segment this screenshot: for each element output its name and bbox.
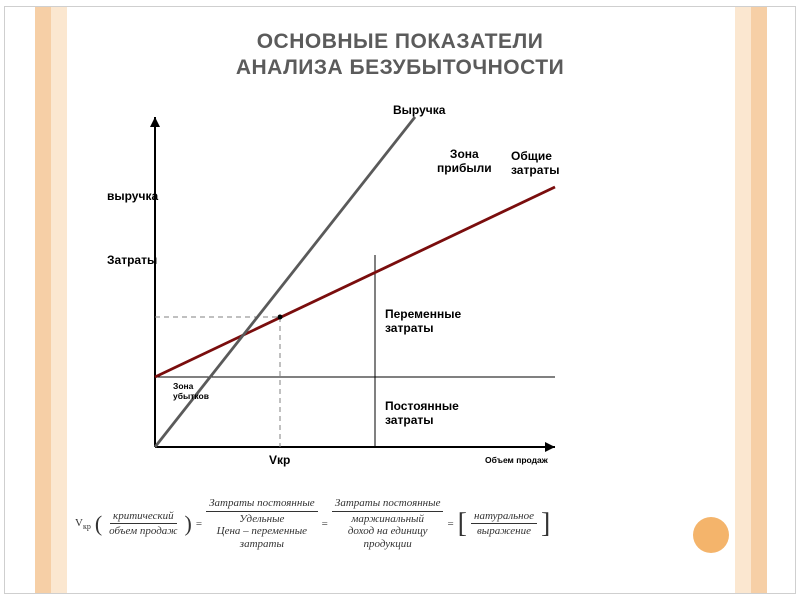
formula-V: Vкр xyxy=(75,517,91,531)
formula-eq1: = xyxy=(196,518,202,530)
formula-frac3: Затраты постоянные маржинальный доход на… xyxy=(332,497,444,551)
formula-eq2: = xyxy=(322,518,328,530)
title-line2: АНАЛИЗА БЕЗУБЫТОЧНОСТИ xyxy=(236,56,564,79)
stripe-right-inner xyxy=(735,7,751,593)
label-y-costs: Затраты xyxy=(107,253,157,267)
breakeven-chart: Выручка Зона прибыли Общие затраты выруч… xyxy=(115,97,575,477)
formula-lparen: ( xyxy=(95,511,102,537)
label-y-revenue: выручка xyxy=(107,189,158,203)
label-profit-zone: Зона прибыли xyxy=(437,147,492,175)
slide-title: ОСНОВНЫЕ ПОКАЗАТЕЛИ АНАЛИЗА БЕЗУБЫТОЧНОС… xyxy=(5,29,795,82)
formula-rbracket: ] xyxy=(541,508,550,540)
formula-lbracket: [ xyxy=(458,508,467,540)
label-variable-costs: Переменные затраты xyxy=(385,307,461,335)
stripe-right-outer xyxy=(751,7,767,593)
label-vkr: Vкр xyxy=(269,453,290,467)
formula-frac1: критический объем продаж xyxy=(106,510,180,538)
formula: Vкр ( критический объем продаж ) = Затра… xyxy=(75,497,550,551)
chart-svg xyxy=(115,97,575,477)
label-x-axis: Объем продаж xyxy=(485,455,548,465)
label-revenue-top: Выручка xyxy=(393,103,445,117)
label-loss-zone: Зона убытков xyxy=(173,381,209,401)
formula-frac4: натуральное выражение xyxy=(471,510,537,538)
stripe-left-outer xyxy=(35,7,51,593)
accent-circle xyxy=(693,517,729,553)
label-total-costs: Общие затраты xyxy=(511,149,560,177)
stripe-left-inner xyxy=(51,7,67,593)
slide-page: ОСНОВНЫЕ ПОКАЗАТЕЛИ АНАЛИЗА БЕЗУБЫТОЧНОС… xyxy=(4,6,796,594)
title-line1: ОСНОВНЫЕ ПОКАЗАТЕЛИ xyxy=(257,30,544,53)
formula-frac2: Затраты постоянные Удельные Цена – перем… xyxy=(206,497,318,551)
formula-rparen: ) xyxy=(185,511,192,537)
formula-eq3: = xyxy=(447,518,453,530)
label-fixed-costs: Постоянные затраты xyxy=(385,399,459,427)
